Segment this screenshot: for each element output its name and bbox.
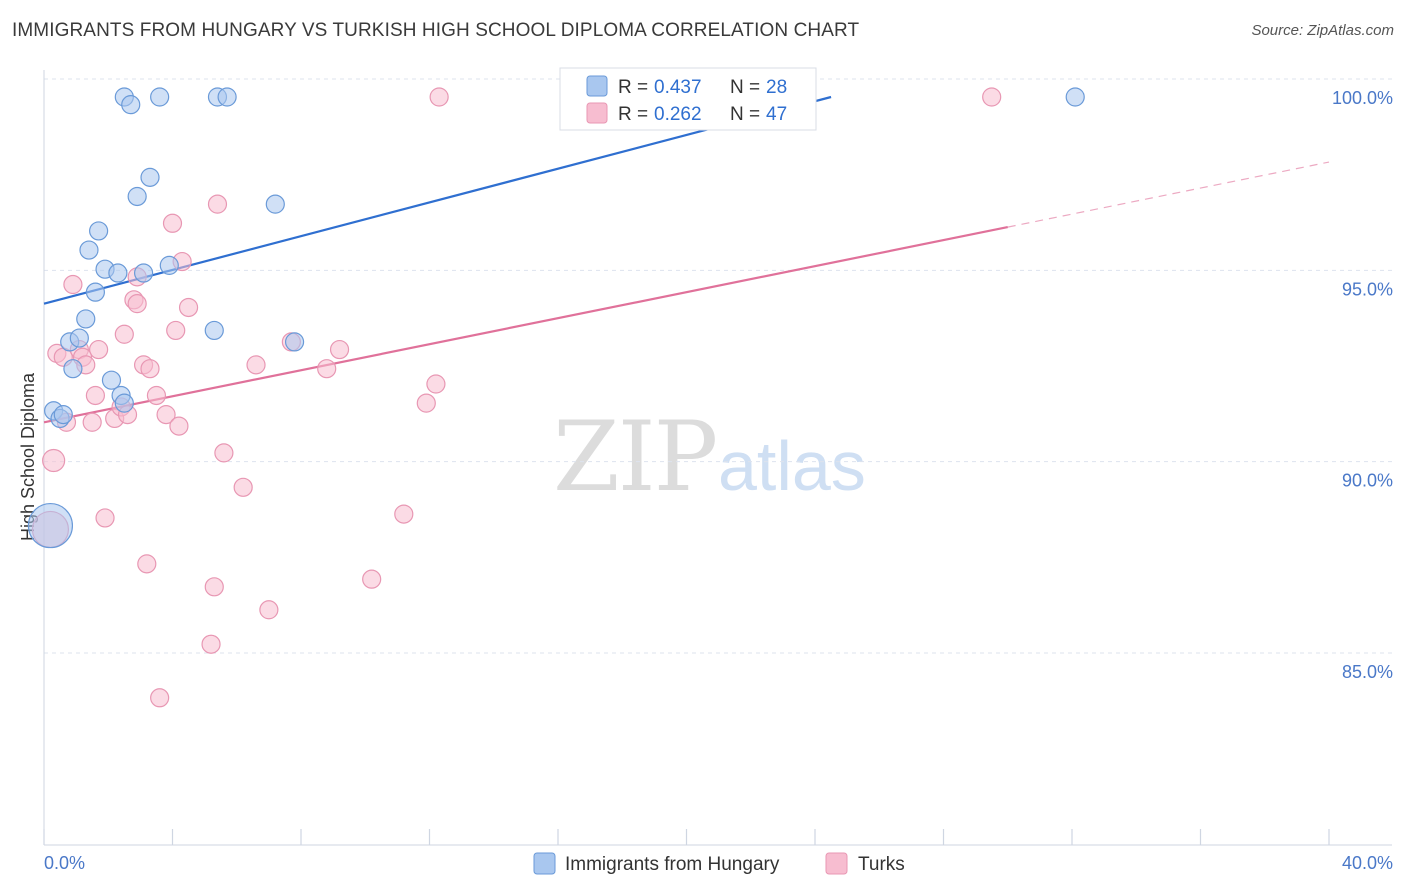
y-axis-label: High School Diploma <box>18 372 38 541</box>
hungary-point-21 <box>150 87 170 107</box>
turks-point-33 <box>214 443 234 463</box>
turks-point-42 <box>416 393 436 413</box>
turks-point-40 <box>362 569 382 589</box>
bottom-legend: Immigrants from Hungary Turks <box>533 852 905 875</box>
watermark-atlas: atlas <box>718 427 866 505</box>
gridlines <box>44 78 1392 654</box>
turks-point-1 <box>42 448 66 473</box>
legend-r-label-hungary: R = <box>618 77 648 98</box>
legend: R = 0.437 N = 28 R = 0.262 N = 47 <box>559 67 817 131</box>
hungary-point-22 <box>159 255 179 275</box>
trend-lines <box>43 95 1330 424</box>
turks-points <box>31 87 1002 708</box>
turks-point-30 <box>201 634 221 654</box>
turks-point-26 <box>166 320 186 341</box>
y-tick-label-100: 100.0% <box>1332 88 1393 108</box>
hungary-point-5 <box>69 328 89 348</box>
y-tick-label-90: 90.0% <box>1342 471 1393 491</box>
turks-point-31 <box>204 577 224 597</box>
hungary-point-15 <box>114 393 134 413</box>
legend-r-value-turks: 0.262 <box>654 104 702 125</box>
x-axis-ticks <box>43 829 1330 845</box>
hungary-point-18 <box>127 186 147 207</box>
chart-title: IMMIGRANTS FROM HUNGARY VS TURKISH HIGH … <box>12 20 860 41</box>
hungary-point-0 <box>27 502 74 549</box>
turks-point-23 <box>150 688 170 708</box>
hungary-point-12 <box>101 370 122 390</box>
turks-point-41 <box>394 504 414 524</box>
turks-point-10 <box>85 385 106 406</box>
x-tick-label-min: 0.0% <box>44 853 85 873</box>
hungary-point-25 <box>217 87 237 107</box>
y-tick-label-85: 85.0% <box>1342 662 1393 682</box>
turks-point-38 <box>317 359 337 379</box>
bottom-legend-swatch-hungary <box>533 852 556 875</box>
legend-r-label-turks: R = <box>618 104 648 125</box>
source-label: Source: ZipAtlas.com <box>1251 22 1394 39</box>
legend-n-value-hungary: 28 <box>766 77 787 98</box>
turks-point-22 <box>146 385 167 406</box>
x-tick-label-max: 40.0% <box>1342 853 1393 873</box>
hungary-point-27 <box>284 332 305 352</box>
turks-point-25 <box>162 213 183 233</box>
turks-point-39 <box>329 339 350 360</box>
hungary-point-13 <box>108 263 128 283</box>
turks-point-44 <box>429 87 449 107</box>
turks-point-34 <box>233 477 253 497</box>
turks-point-29 <box>178 297 199 318</box>
turks-point-20 <box>137 554 157 574</box>
hungary-point-8 <box>79 240 99 260</box>
hungary-points <box>27 87 1085 549</box>
turks-point-21 <box>140 359 160 379</box>
legend-swatch-hungary <box>586 75 608 97</box>
turks-point-24 <box>156 405 176 425</box>
y-tick-label-95: 95.0% <box>1342 279 1393 299</box>
legend-n-label-turks: N = <box>730 104 760 125</box>
turks-point-32 <box>207 194 228 214</box>
hungary-point-23 <box>204 320 224 341</box>
legend-n-label-hungary: N = <box>730 77 760 98</box>
legend-r-value-hungary: 0.437 <box>654 77 702 98</box>
hungary-point-28 <box>1065 87 1085 107</box>
turks-point-15 <box>114 324 134 344</box>
turks-point-18 <box>127 294 147 314</box>
trend-line-turks <box>43 226 1008 424</box>
turks-point-12 <box>95 508 115 528</box>
legend-swatch-turks <box>586 102 608 124</box>
hungary-point-6 <box>63 359 83 379</box>
watermark-zip: ZIP <box>553 401 716 513</box>
hungary-point-20 <box>140 167 160 187</box>
hungary-point-17 <box>121 95 141 115</box>
hungary-point-19 <box>133 263 154 283</box>
trend-line-turks-extension <box>1007 161 1330 228</box>
bottom-legend-label-turks: Turks <box>858 854 905 875</box>
turks-point-11 <box>89 339 109 360</box>
legend-n-value-turks: 47 <box>766 104 787 125</box>
turks-point-36 <box>259 600 279 620</box>
hungary-point-26 <box>265 194 285 214</box>
turks-point-43 <box>426 374 446 394</box>
turks-point-9 <box>82 412 102 432</box>
turks-point-45 <box>982 87 1002 107</box>
hungary-point-10 <box>89 221 109 241</box>
hungary-point-3 <box>53 405 73 425</box>
hungary-point-9 <box>85 282 106 302</box>
turks-point-5 <box>63 274 83 295</box>
hungary-point-7 <box>76 309 96 329</box>
turks-point-27 <box>169 416 189 436</box>
bottom-legend-swatch-turks <box>825 852 848 875</box>
y-tick-labels: 100.0% 95.0% 90.0% 85.0% <box>1332 88 1393 682</box>
turks-point-35 <box>246 355 266 375</box>
bottom-legend-label-hungary: Immigrants from Hungary <box>565 854 780 875</box>
